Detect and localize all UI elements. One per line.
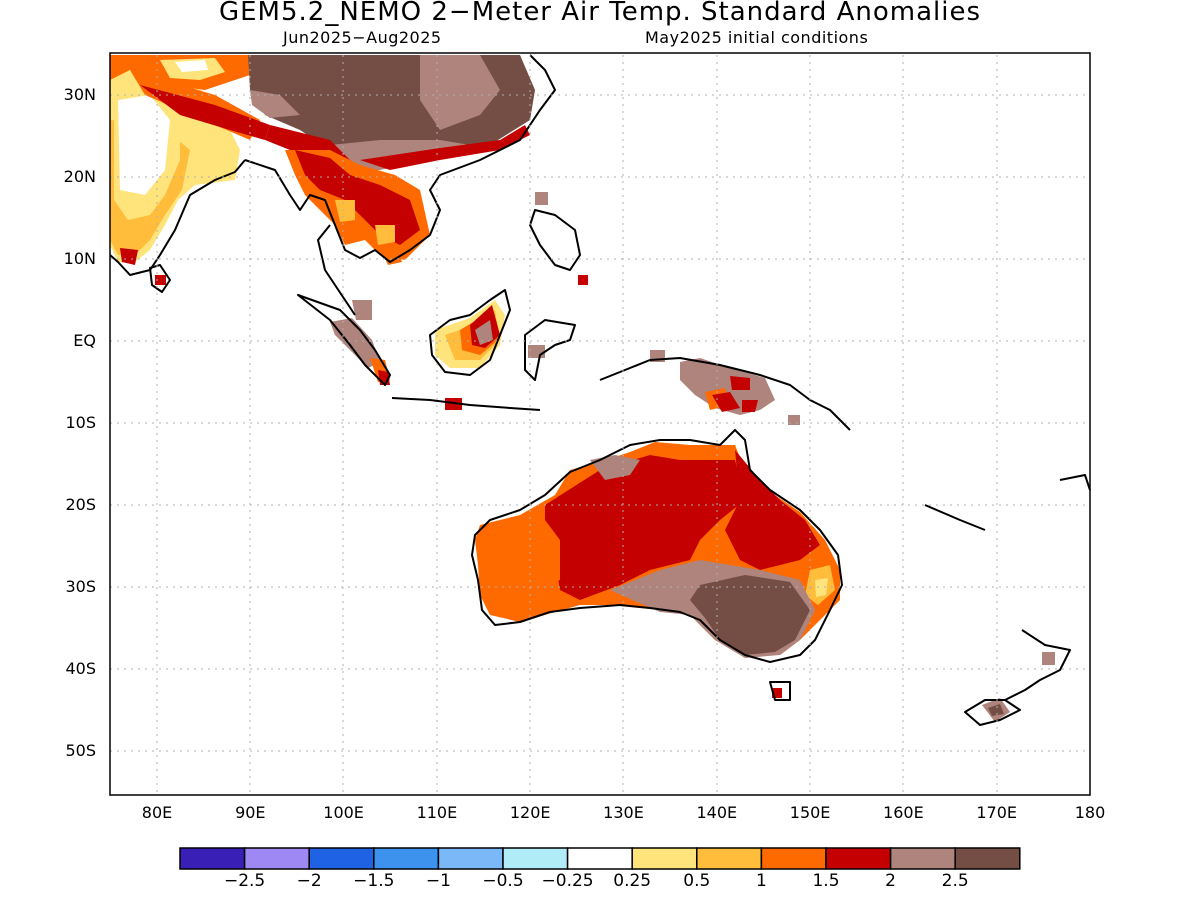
colorbar-swatch [889, 847, 956, 870]
lon-label: 80E [141, 803, 173, 822]
lat-label: 10N [63, 249, 96, 268]
lat-label: 20S [65, 495, 96, 514]
colorbar-swatch [437, 847, 504, 870]
colorbar-label: −0.5 [482, 871, 524, 891]
graticule [110, 55, 1090, 795]
lon-label: 180 [1074, 803, 1106, 822]
anomaly-shading [110, 55, 1055, 722]
lat-label: 20N [63, 167, 96, 186]
colorbar-swatch [760, 847, 827, 870]
map-frame [109, 52, 1091, 796]
lat-label: 10S [65, 413, 96, 432]
lat-label: 30S [65, 577, 96, 596]
subtitle-period: Jun2025−Aug2025 [283, 28, 442, 47]
colorbar-label: 0.25 [613, 871, 652, 891]
chart-title: GEM5.2_NEMO 2−Meter Air Temp. Standard A… [218, 0, 982, 27]
lon-label: 150E [789, 803, 831, 822]
lon-label: 120E [509, 803, 551, 822]
lat-label: EQ [73, 331, 96, 350]
colorbar-label: −2 [296, 871, 322, 891]
colorbar-swatch [954, 847, 1021, 870]
coastlines [109, 54, 1091, 726]
colorbar-swatch [631, 847, 698, 870]
colorbar-swatch [308, 847, 375, 870]
colorbar-swatch [825, 847, 892, 870]
lon-label: 110E [416, 803, 458, 822]
colorbar-label: 2 [885, 871, 896, 891]
colorbar-label: 1.5 [812, 871, 840, 891]
colorbar-label: −1.5 [353, 871, 395, 891]
lat-label: 40S [65, 659, 96, 678]
colorbar-swatch [566, 847, 633, 870]
lat-label: 30N [63, 85, 96, 104]
colorbar-swatch [502, 847, 569, 870]
colorbar-swatch [179, 847, 246, 870]
colorbar [179, 847, 1021, 870]
colorbar-label: −0.25 [541, 871, 594, 891]
colorbar-label: 2.5 [941, 871, 969, 891]
lon-label: 100E [323, 803, 364, 822]
shading-sumatra [330, 318, 380, 368]
colorbar-swatch [696, 847, 763, 870]
lon-label: 140E [696, 803, 738, 822]
colorbar-label: 1 [755, 871, 767, 891]
colorbar-label: 0.5 [683, 871, 711, 891]
colorbar-label: −1 [425, 871, 451, 891]
lon-label: 90E [235, 803, 266, 822]
lon-label: 170E [976, 803, 1018, 822]
subtitle-initial-conditions: May2025 initial conditions [645, 28, 869, 47]
lon-label: 130E [603, 803, 644, 822]
lat-label: 50S [65, 741, 96, 760]
lon-label: 160E [883, 803, 924, 822]
colorbar-label: −2.5 [223, 871, 266, 891]
colorbar-swatch [373, 847, 440, 870]
colorbar-swatch [243, 847, 310, 870]
